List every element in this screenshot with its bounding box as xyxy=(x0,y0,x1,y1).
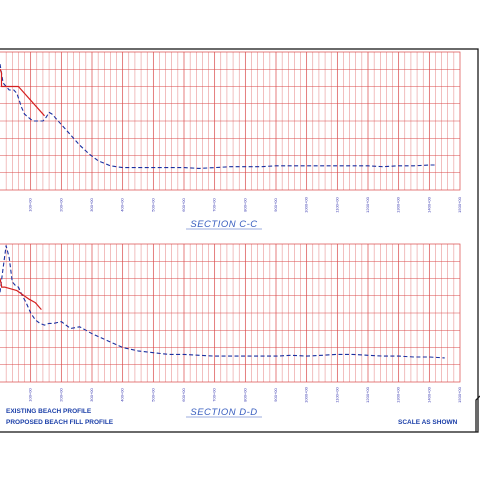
x-tick-label: 1500+00 xyxy=(457,196,462,212)
x-tick-label: 300+00 xyxy=(89,388,94,402)
x-tick-label: 400+00 xyxy=(120,198,125,212)
proposed-profile-line xyxy=(0,278,42,310)
x-tick-label: 1400+00 xyxy=(426,196,431,212)
sheet-border xyxy=(0,48,479,433)
legend-existing-label: EXISTING BEACH PROFILE xyxy=(6,408,92,415)
x-tick-label: 900+00 xyxy=(273,198,278,212)
proposed-profile-line xyxy=(0,69,45,117)
x-tick-label: 700+00 xyxy=(212,388,217,402)
x-tick-label: 1000+00 xyxy=(304,386,309,402)
existing-profile-line xyxy=(0,245,445,359)
scale-note: SCALE AS SHOWN xyxy=(398,419,458,426)
x-tick-label: 800+00 xyxy=(242,197,247,211)
x-tick-label: 100+00 xyxy=(28,388,33,402)
x-tick-label: 700+00 xyxy=(212,198,217,212)
x-tick-label: 1100+00 xyxy=(334,197,339,213)
x-tick-label: 1200+00 xyxy=(365,196,370,212)
section-c-c-panel: 100+00 200+00 300+00 400+00 500+00 600+00 700+… xyxy=(0,51,462,213)
x-tick-label: 1200+00 xyxy=(365,386,370,402)
x-tick-label: 300+00 xyxy=(89,198,94,212)
x-tick-label: 400+00 xyxy=(120,388,125,402)
x-tick-label: 600+00 xyxy=(181,198,186,212)
x-tick-label: 1500+00 xyxy=(457,386,462,402)
x-tick-label: 100+00 xyxy=(28,198,33,212)
section-c-c-title: SECTION C-C xyxy=(190,219,257,230)
x-tick-label: 1000+00 xyxy=(304,196,309,212)
section-d-d-panel: 100+00 200+00 300+00 400+00 500+00 600+00 700+… xyxy=(0,243,462,403)
section-d-d-title: SECTION D-D xyxy=(190,407,257,418)
x-tick-label: 200+00 xyxy=(58,198,63,212)
x-tick-label: 500+00 xyxy=(150,388,155,402)
legend-proposed-label: PROPOSED BEACH FILL PROFILE xyxy=(6,419,114,426)
x-tick-label: 600+00 xyxy=(181,388,186,402)
x-tick-label: 800+00 xyxy=(242,388,247,402)
title-block-edge xyxy=(475,395,480,432)
x-tick-label: 900+00 xyxy=(273,388,278,402)
existing-profile-line xyxy=(0,64,436,169)
x-tick-label: 500+00 xyxy=(150,198,155,212)
x-tick-label: 1100+00 xyxy=(334,387,339,403)
x-tick-label: 1300+00 xyxy=(396,196,401,212)
x-tick-label: 1400+00 xyxy=(426,386,431,402)
x-tick-label: 200+00 xyxy=(58,388,63,402)
x-tick-label: 1300+00 xyxy=(396,386,401,402)
